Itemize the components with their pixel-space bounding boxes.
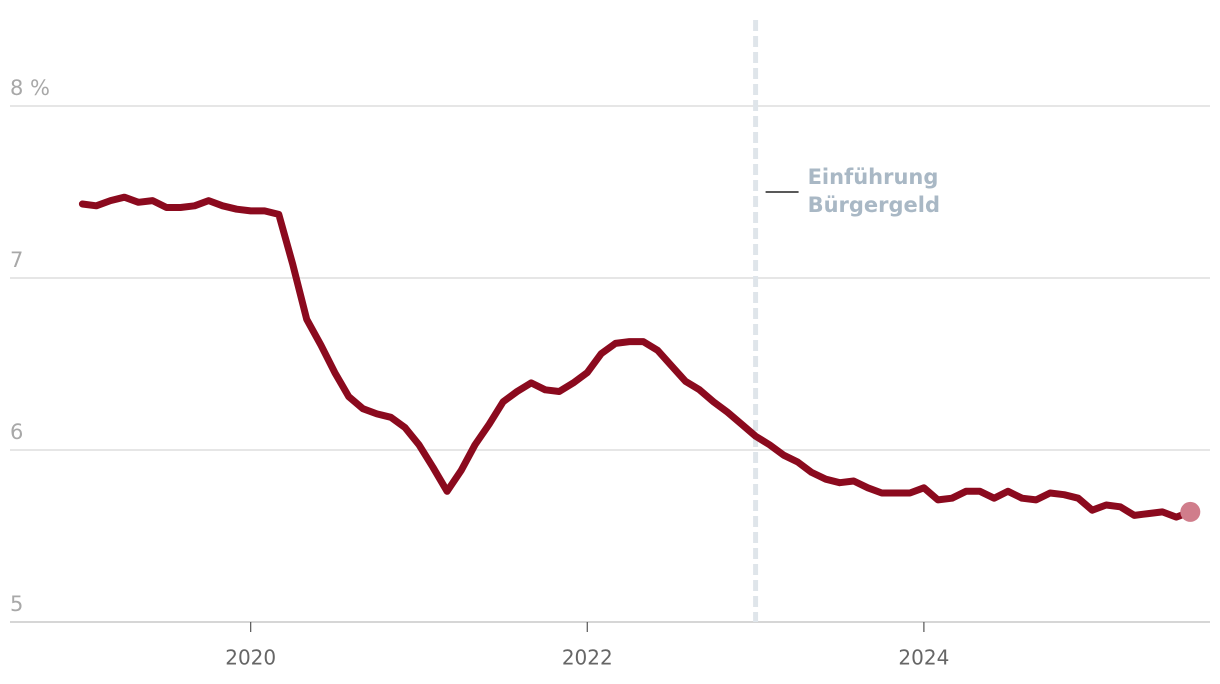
x-tick-label: 2022 [562, 646, 613, 670]
y-tick-label: 6 [10, 420, 23, 444]
y-tick-label: 8 % [10, 76, 50, 100]
end-marker [1180, 501, 1201, 522]
data-line [78, 193, 1194, 521]
annotation-text: Bürgergeld [808, 193, 940, 217]
x-tick-label: 2020 [225, 646, 276, 670]
y-tick-label: 5 [10, 592, 23, 616]
x-tick-label: 2024 [898, 646, 949, 670]
annotation-text: Einführung [808, 165, 939, 189]
y-tick-label: 7 [10, 248, 23, 272]
